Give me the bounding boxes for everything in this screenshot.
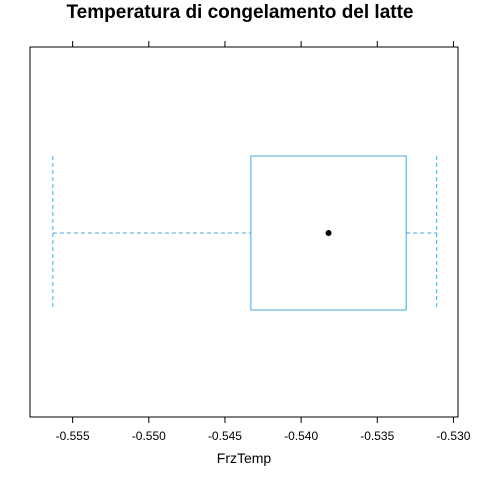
x-tick-label: -0.545	[208, 429, 242, 443]
chart-title: Temperatura di congelamento del latte	[66, 2, 414, 23]
x-axis-label: FrzTemp	[217, 450, 272, 466]
x-axis-ticks-top	[72, 41, 454, 47]
x-tick-label: -0.540	[284, 429, 318, 443]
plot-frame	[29, 46, 459, 418]
iqr-box	[250, 155, 407, 311]
x-tick-label: -0.555	[56, 429, 90, 443]
x-axis-ticks-bottom	[72, 417, 454, 423]
x-axis-tick-labels: -0.555 -0.550 -0.545 -0.540 -0.535 -0.530	[56, 429, 471, 443]
boxplot-marks	[52, 155, 438, 311]
x-tick-label: -0.535	[360, 429, 394, 443]
median-dot	[325, 230, 332, 236]
x-tick-label: -0.550	[132, 429, 166, 443]
x-tick-label: -0.530	[436, 429, 470, 443]
